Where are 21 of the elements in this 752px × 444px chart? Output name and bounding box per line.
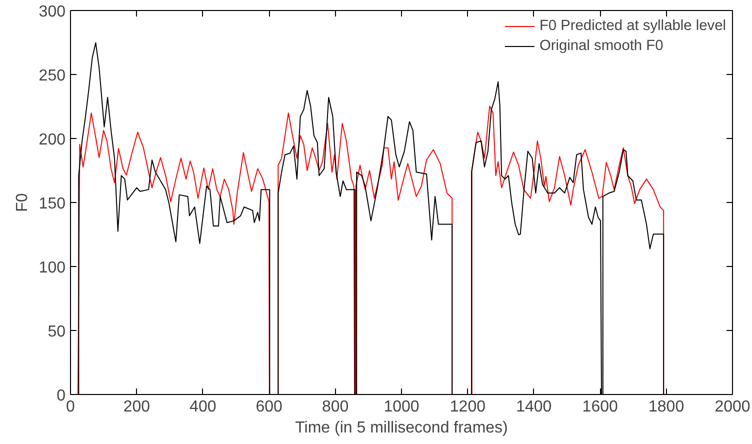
x-tick-label: 1600 [582, 398, 618, 416]
x-tick-label: 800 [322, 398, 349, 416]
y-tick-label: 250 [38, 68, 66, 84]
y-tick-label: 200 [38, 132, 66, 148]
legend-label: Original smooth F0 [539, 38, 664, 54]
x-tick-label: 1800 [648, 398, 684, 416]
x-tick-label: 200 [123, 398, 150, 416]
x-tick-label: 1400 [516, 398, 552, 416]
y-tick-label: 100 [38, 260, 66, 276]
x-tick-label: 1200 [450, 398, 486, 416]
x-tick-label: 600 [256, 398, 283, 416]
y-tick-label: 0 [56, 388, 66, 404]
x-tick-label: 2000 [714, 398, 750, 416]
y-axis-title: F0 [14, 193, 31, 212]
legend-label: F0 Predicted at syllable level [539, 18, 726, 34]
y-tick-label: 50 [48, 324, 66, 340]
x-axis-title: Time (in 5 millisecond frames) [295, 420, 508, 436]
y-tick-label: 300 [38, 4, 66, 20]
y-tick-label: 150 [38, 196, 66, 212]
x-tick-label: 1000 [384, 398, 420, 416]
x-tick-label: 400 [190, 398, 216, 416]
